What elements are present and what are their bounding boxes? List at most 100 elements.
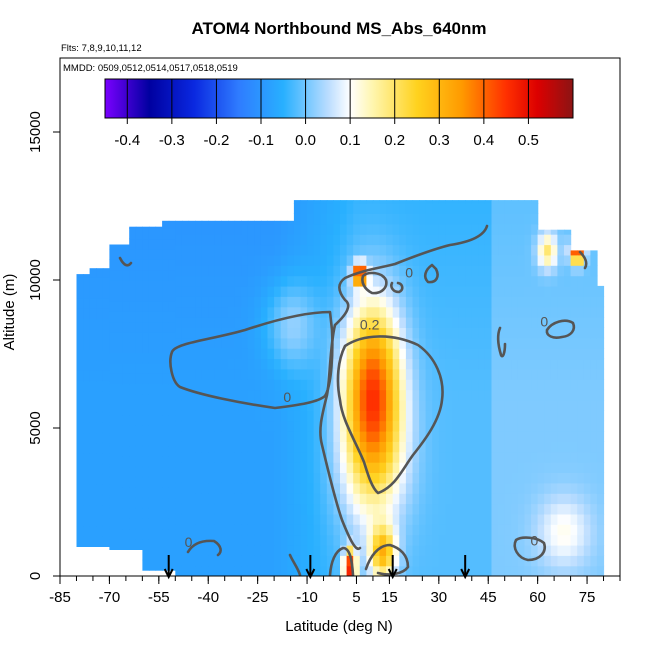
heatmap-cell [116,497,124,509]
contour-label: 0 [530,532,538,548]
heatmap-cell [228,337,236,349]
heatmap-cell [208,513,216,525]
heatmap-cell [596,555,605,567]
heatmap-cell [346,462,354,473]
heatmap-cell [274,503,282,515]
heatmap-cell [162,220,170,229]
heatmap-cell [129,269,137,281]
heatmap-cell [228,275,236,287]
heatmap-cell [129,476,137,488]
heatmap-cell [372,503,381,515]
heatmap-cell [379,200,387,204]
heatmap-cell [570,544,578,556]
heatmap-cell [254,223,262,235]
heatmap-cell [550,513,558,525]
heatmap-cell [234,379,242,391]
heatmap-cell [392,265,400,277]
heatmap-cell [340,441,348,453]
heatmap-cell [432,337,440,349]
heatmap-cell [89,525,97,537]
heatmap-cell [109,248,117,260]
heatmap-cell [399,213,407,225]
heatmap-cell [379,472,387,484]
heatmap-cell [208,244,216,256]
heatmap-cell [504,254,512,266]
heatmap-cell [471,431,479,442]
heatmap-cell [83,297,91,309]
heatmap-cell [465,399,473,411]
colorbar-tick-label: -0.2 [203,132,229,149]
heatmap-cell [76,484,84,496]
heatmap-cell [274,399,282,411]
heatmap-cell [168,352,176,364]
heatmap-cell [320,317,328,328]
heatmap-cell [109,259,117,271]
heatmap-cell [293,200,302,204]
heatmap-cell [267,524,275,536]
heatmap-cell [491,441,499,453]
heatmap-cell [432,399,440,411]
heatmap-cell [419,368,427,380]
heatmap-cell [372,285,381,297]
heatmap-cell [142,404,150,416]
heatmap-cell [201,285,209,297]
heatmap-cell [498,420,506,432]
heatmap-cell [570,472,578,484]
heatmap-cell [570,296,578,308]
heatmap-cell [109,373,117,385]
heatmap-cell [221,524,229,536]
heatmap-cell [564,285,572,297]
heatmap-cell [307,244,315,256]
heatmap-cell [188,265,196,277]
heatmap-cell [313,431,321,442]
heatmap-cell [280,348,288,360]
heatmap-cell [353,244,361,256]
heatmap-cell [471,265,479,277]
heatmap-cell [96,328,104,340]
heatmap-cell [109,435,117,447]
heatmap-cell [287,565,295,576]
heatmap-cell [214,306,222,318]
heatmap-cell [432,234,440,246]
heatmap-cell [267,234,275,246]
heatmap-cell [155,248,163,260]
heatmap-cell [307,513,315,525]
heatmap-cell [300,431,308,442]
heatmap-cell [531,534,539,546]
heatmap-cell [531,462,539,473]
heatmap-cell [452,441,460,453]
heatmap-cell [307,306,315,318]
heatmap-cell [274,223,282,235]
heatmap-cell [465,285,473,297]
heatmap-cell [484,265,493,277]
heatmap-cell [577,306,585,318]
heatmap-cell [155,528,163,540]
heatmap-cell [313,379,321,391]
heatmap-cell [162,228,170,240]
heatmap-cell [491,223,499,235]
heatmap-cell [346,565,354,576]
heatmap-cell [524,524,532,536]
heatmap-cell [405,462,414,473]
heatmap-cell [234,317,242,328]
heatmap-cell [155,476,163,488]
heatmap-cell [175,358,183,370]
heatmap-cell [386,451,394,463]
heatmap-cell [405,200,414,204]
heatmap-cell [412,555,420,567]
heatmap-cell [287,265,295,277]
heatmap-cell [583,420,591,432]
heatmap-cell [188,220,196,225]
colorbar-tick-label: 0.4 [473,132,494,149]
heatmap-cell [267,420,275,432]
heatmap-cell [346,275,354,287]
heatmap-cell [234,285,242,297]
heatmap-cell [122,290,130,302]
heatmap-cell [333,358,341,370]
heatmap-cell [129,414,137,426]
x-tick-label: 60 [529,589,546,606]
heatmap-cell [524,265,532,277]
contour-low-mid1 [328,546,355,576]
heatmap-cell [412,410,420,422]
heatmap-cell [511,223,519,235]
